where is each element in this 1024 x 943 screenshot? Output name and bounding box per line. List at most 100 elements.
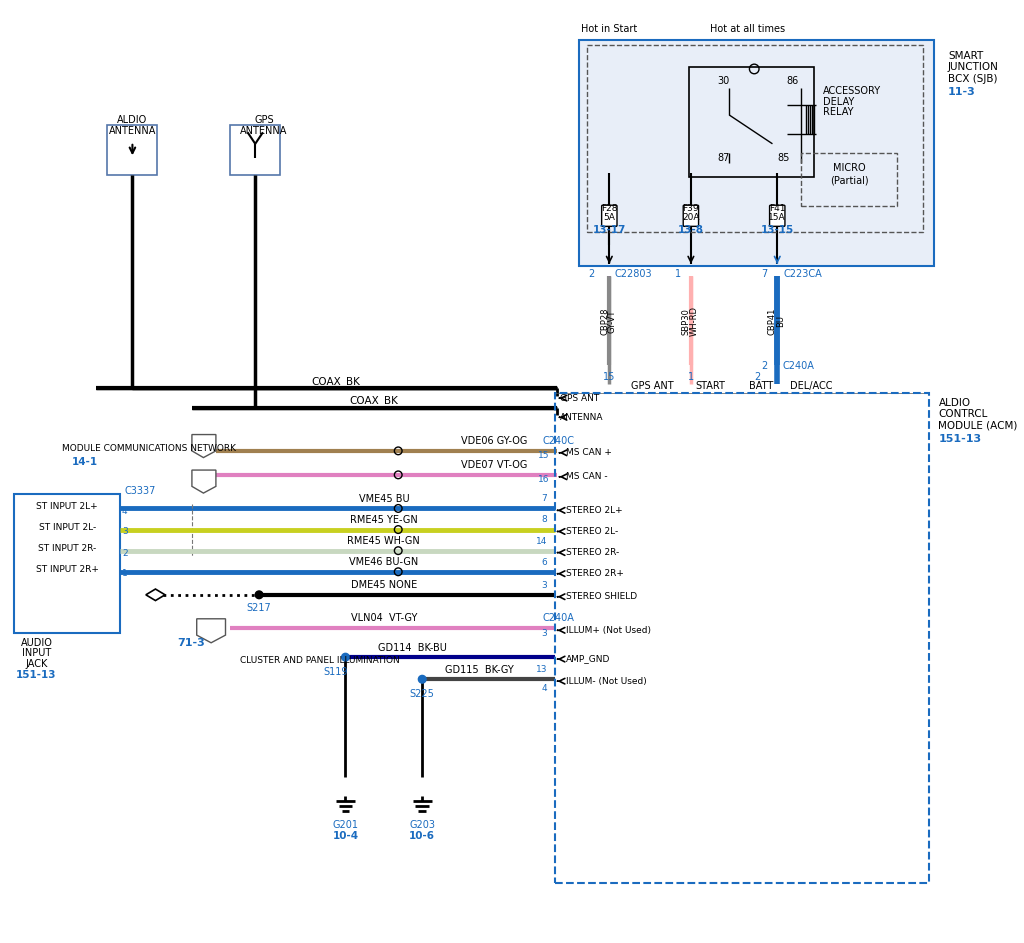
Text: BATT: BATT	[749, 381, 773, 390]
Text: 7: 7	[542, 494, 547, 504]
Text: STEREO SHIELD: STEREO SHIELD	[566, 592, 637, 602]
Text: VME45 BU: VME45 BU	[358, 494, 410, 504]
Text: ACCESSORY: ACCESSORY	[823, 86, 882, 96]
Text: Hot at all times: Hot at all times	[710, 24, 785, 34]
Bar	[14, 494, 120, 633]
Text: MS CAN -: MS CAN -	[566, 472, 608, 481]
Text: VME46 BU-GN: VME46 BU-GN	[349, 557, 419, 567]
Text: ANTENNA: ANTENNA	[560, 413, 604, 422]
Polygon shape	[191, 470, 216, 493]
Text: SMART: SMART	[948, 51, 983, 60]
Text: 87: 87	[718, 153, 730, 163]
FancyBboxPatch shape	[683, 206, 698, 226]
Text: CLUSTER AND PANEL ILLUMINATION: CLUSTER AND PANEL ILLUMINATION	[240, 655, 399, 665]
Text: G203: G203	[410, 820, 435, 830]
Text: 14-1: 14-1	[72, 457, 98, 468]
Text: 30: 30	[718, 76, 730, 87]
Text: 13-8: 13-8	[678, 225, 703, 235]
Polygon shape	[191, 435, 216, 457]
Text: F28: F28	[601, 204, 617, 212]
Text: 4: 4	[542, 685, 547, 693]
Text: 20A: 20A	[682, 213, 699, 223]
Text: 11-3: 11-3	[948, 87, 976, 97]
Text: CBP41: CBP41	[768, 307, 777, 335]
Text: VLN04  VT-GY: VLN04 VT-GY	[350, 613, 417, 622]
Text: ANTENNA: ANTENNA	[109, 126, 156, 137]
Bar	[801, 154, 897, 207]
Text: DME45 NONE: DME45 NONE	[350, 580, 417, 590]
Text: 3: 3	[542, 629, 547, 637]
Text: COAX_BK: COAX_BK	[311, 376, 360, 388]
Text: STEREO 2R+: STEREO 2R+	[566, 570, 624, 578]
Polygon shape	[197, 619, 225, 643]
Text: 13: 13	[536, 665, 547, 674]
Text: GD115  BK-GY: GD115 BK-GY	[445, 665, 514, 674]
Text: CBP28: CBP28	[600, 307, 609, 335]
Text: 15: 15	[603, 372, 615, 382]
Text: GD114  BK-BU: GD114 BK-BU	[378, 642, 447, 653]
FancyBboxPatch shape	[770, 206, 785, 226]
Text: 86: 86	[786, 76, 799, 87]
Text: ALDIO: ALDIO	[938, 398, 971, 408]
Bar	[230, 124, 281, 174]
Text: 8: 8	[542, 516, 547, 524]
Text: BCX (SJB): BCX (SJB)	[948, 74, 997, 84]
Text: 2: 2	[122, 549, 128, 558]
Text: ST INPUT 2R+: ST INPUT 2R+	[36, 566, 98, 574]
Text: WH-RD: WH-RD	[689, 306, 698, 337]
Text: VDE06 GY-OG: VDE06 GY-OG	[462, 437, 527, 446]
Text: C3337: C3337	[125, 487, 156, 496]
Text: Hot in Start: Hot in Start	[581, 24, 637, 34]
Text: 4: 4	[122, 506, 128, 516]
Text: 6: 6	[542, 557, 547, 567]
Text: 151-13: 151-13	[16, 670, 56, 681]
Text: S119: S119	[324, 667, 348, 676]
Text: 16: 16	[539, 475, 550, 484]
Circle shape	[419, 675, 426, 683]
Text: BU: BU	[776, 315, 785, 327]
Text: CONTRCL: CONTRCL	[938, 409, 988, 420]
Text: 13-15: 13-15	[761, 225, 794, 235]
FancyBboxPatch shape	[602, 206, 617, 226]
Text: START: START	[695, 381, 725, 390]
Text: S225: S225	[410, 688, 434, 699]
Text: 71-3: 71-3	[177, 637, 205, 648]
Text: JACK: JACK	[26, 659, 48, 669]
Text: C240C: C240C	[542, 437, 574, 446]
Text: ILLUM+ (Not Used): ILLUM+ (Not Used)	[566, 626, 651, 635]
Text: 1: 1	[675, 270, 681, 279]
Text: ANTENNA: ANTENNA	[241, 126, 288, 137]
Text: STEREO 2R-: STEREO 2R-	[566, 548, 620, 557]
Text: 13-17: 13-17	[593, 225, 626, 235]
Text: MICRO: MICRO	[833, 163, 865, 173]
Text: ST INPUT 2L+: ST INPUT 2L+	[37, 502, 98, 511]
Text: (Partial): (Partial)	[829, 175, 868, 185]
Text: RME45 WH-GN: RME45 WH-GN	[347, 536, 420, 546]
Text: ILLUM- (Not Used): ILLUM- (Not Used)	[566, 677, 647, 686]
Circle shape	[342, 653, 349, 661]
Text: SBP30: SBP30	[682, 307, 690, 335]
Text: 2: 2	[755, 372, 761, 382]
Text: 7: 7	[762, 270, 768, 279]
Polygon shape	[145, 589, 165, 601]
Text: 5A: 5A	[603, 213, 615, 223]
Text: RME45 YE-GN: RME45 YE-GN	[350, 515, 418, 525]
Text: STEREO 2L-: STEREO 2L-	[566, 527, 618, 536]
Text: RELAY: RELAY	[823, 108, 854, 117]
Text: DELAY: DELAY	[823, 96, 855, 107]
Text: 2: 2	[762, 361, 768, 372]
Text: GPS: GPS	[254, 115, 273, 124]
Text: ST INPUT 2R-: ST INPUT 2R-	[38, 544, 96, 554]
Text: 151-13: 151-13	[938, 435, 982, 444]
Text: C223CA: C223CA	[783, 270, 822, 279]
Text: 2: 2	[589, 270, 595, 279]
Text: C22803: C22803	[614, 270, 651, 279]
Bar	[108, 124, 158, 174]
Text: GPS ANT: GPS ANT	[560, 393, 600, 403]
Text: 3: 3	[122, 527, 128, 536]
Text: 1: 1	[122, 570, 128, 578]
Circle shape	[255, 591, 263, 599]
Text: STEREO 2L+: STEREO 2L+	[566, 505, 623, 515]
Text: S217: S217	[247, 604, 271, 613]
Text: ST INPUT 2L-: ST INPUT 2L-	[39, 523, 96, 532]
